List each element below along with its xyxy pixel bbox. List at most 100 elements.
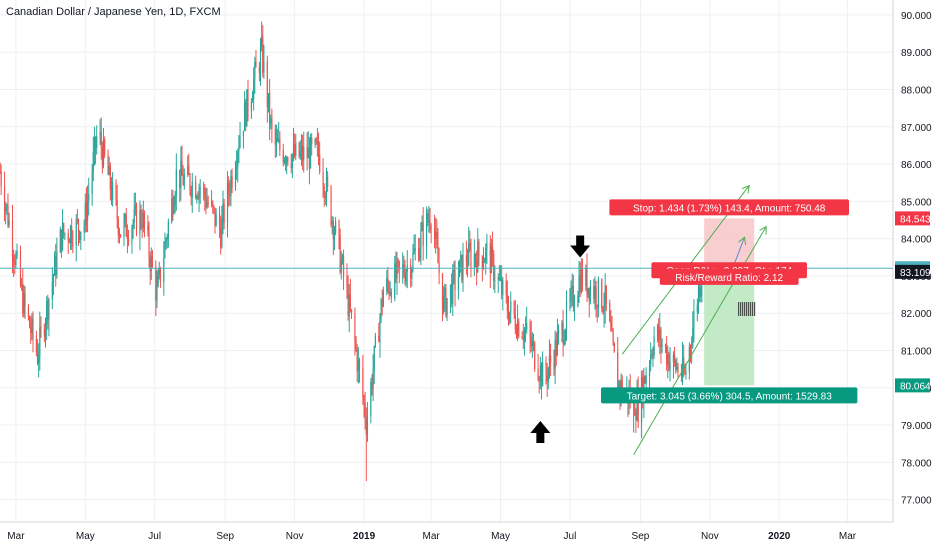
candle-body [30, 327, 32, 333]
candle-body [112, 182, 114, 200]
candle-body [60, 229, 63, 249]
candle-body [371, 382, 373, 389]
candle-body [537, 368, 539, 380]
candle-body [685, 371, 687, 374]
candle-body [499, 278, 502, 280]
candle-body [580, 268, 582, 292]
candle-body [76, 219, 78, 221]
candle-body [414, 248, 416, 251]
candle-body [24, 292, 26, 307]
candle-body [301, 145, 304, 161]
candle-body [173, 205, 175, 214]
candle-body [71, 226, 73, 243]
candle-body [292, 144, 295, 155]
candle-body [278, 138, 280, 142]
candle-body [593, 285, 595, 299]
candle-body [476, 260, 478, 272]
candle-body [214, 207, 216, 226]
candle-body [645, 375, 647, 384]
candle-body [108, 165, 110, 175]
time-tick-label: Nov [701, 531, 719, 542]
candle-body [402, 264, 404, 269]
candle-body [116, 199, 118, 219]
candle-body [699, 286, 701, 297]
candle-body [250, 102, 253, 112]
candle-body [341, 256, 344, 262]
candle-body [635, 415, 637, 420]
target-zone [704, 271, 755, 386]
candle-body [506, 294, 508, 311]
candle-body [158, 267, 160, 276]
candle-body [283, 159, 285, 163]
candle-body [88, 194, 90, 201]
candle-body [270, 118, 272, 124]
candle-body [205, 197, 207, 208]
candle-body [330, 186, 332, 225]
pattern-marker [740, 302, 742, 317]
candle-body [309, 137, 312, 168]
candles-layer [0, 21, 703, 481]
candle-body [413, 250, 415, 253]
candle-body [327, 176, 329, 187]
drawing-overlays: Stop: 1.434 (1.73%) 143.4, Amount: 750.4… [0, 186, 893, 456]
candle-body [197, 196, 199, 199]
candle-body [672, 354, 675, 363]
candle-body [557, 330, 560, 335]
candle-body [441, 273, 444, 312]
candle-body [149, 257, 151, 272]
candle-body [61, 223, 64, 249]
candle-body [117, 218, 119, 236]
candle-body [637, 393, 639, 423]
candle-body [323, 186, 325, 197]
candle-body [478, 241, 480, 257]
candle-body [596, 305, 598, 308]
candle-body [163, 257, 165, 283]
price-tick-label: 81.000 [901, 346, 932, 357]
candle-body [689, 346, 692, 348]
time-tick-label: Jul [148, 531, 161, 542]
candle-body [287, 157, 289, 164]
price-tick-label: 88.000 [901, 85, 932, 96]
candle-body [403, 264, 405, 275]
candle-body [234, 169, 237, 187]
candle-body [561, 322, 563, 331]
chart-title: Canadian Dollar / Japanese Yen, 1D, FXCM [6, 6, 221, 18]
price-badge-label: 80.064 [900, 381, 931, 392]
candle-body [602, 309, 604, 312]
candle-body [85, 202, 88, 221]
candle-body [586, 267, 588, 295]
candle-body [673, 354, 676, 361]
candle-body [44, 324, 47, 337]
candle-body [96, 136, 98, 149]
candle-body [109, 165, 111, 190]
candle-body [276, 138, 279, 142]
candle-body [554, 339, 556, 369]
candle-body [470, 248, 472, 269]
candle-body [183, 174, 185, 185]
candle-body [39, 327, 41, 357]
candle-body [370, 382, 372, 416]
candle-body [680, 373, 683, 377]
candle-body [612, 331, 614, 344]
candle-body [319, 153, 321, 172]
candle-body [502, 280, 504, 295]
candle-body [284, 159, 287, 163]
candle-body [331, 220, 333, 225]
pattern-marker [738, 302, 740, 317]
candle-body [397, 260, 399, 262]
candle-body [572, 285, 574, 308]
candle-body [454, 270, 456, 290]
candle-body [666, 347, 668, 365]
candle-body [524, 329, 527, 331]
candle-body [531, 341, 533, 347]
price-tick-label: 87.000 [901, 123, 932, 134]
candle-body [133, 208, 135, 223]
candle-body [271, 118, 273, 130]
candle-body [585, 267, 587, 287]
candle-body [23, 292, 25, 314]
candle-body [419, 249, 421, 260]
candle-body [165, 239, 167, 242]
candle-body [696, 304, 698, 313]
candle-body [132, 222, 134, 229]
